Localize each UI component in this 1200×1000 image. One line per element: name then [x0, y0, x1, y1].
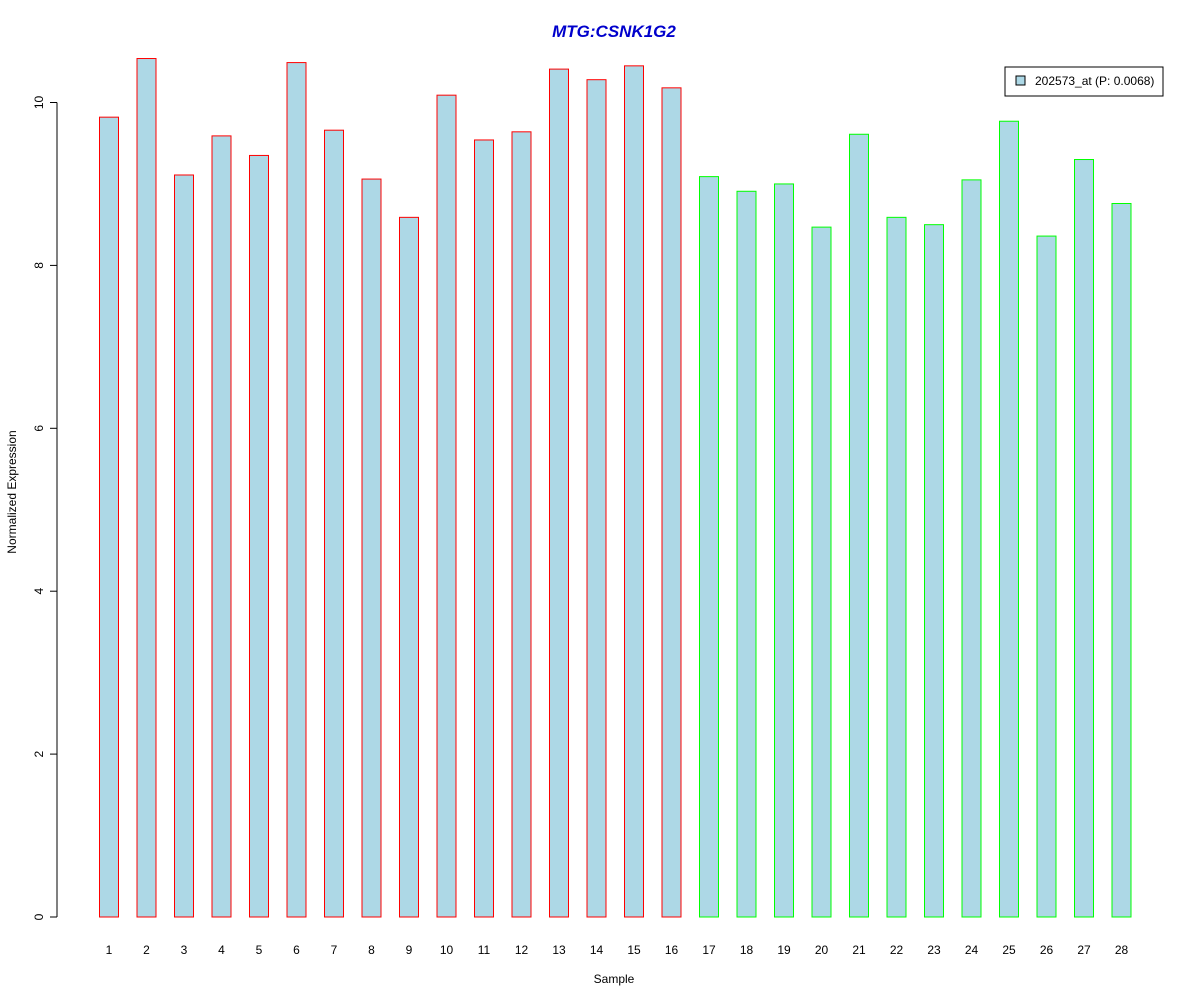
bar: [924, 224, 944, 918]
bar: [849, 133, 869, 918]
x-tick-label: 9: [406, 943, 413, 957]
x-tick-label: 18: [740, 943, 754, 957]
x-tick-label: 17: [702, 943, 716, 957]
x-tick-label: 5: [256, 943, 263, 957]
bar: [511, 131, 532, 918]
x-tick-label: 6: [293, 943, 300, 957]
y-axis: 0 2 4 6 8 10: [32, 96, 58, 920]
x-tick-label: 24: [965, 943, 979, 957]
chart-title: MTG:CSNK1G2: [552, 22, 676, 41]
x-axis-label: Sample: [594, 972, 635, 986]
bar: [774, 183, 794, 918]
x-tick-label: 22: [890, 943, 904, 957]
bar: [99, 116, 119, 918]
x-tick-label: 16: [665, 943, 679, 957]
bar: [886, 216, 907, 918]
legend-box: [1004, 66, 1164, 97]
bar: [961, 179, 982, 918]
x-tick-labels: 1 2 3 4 5 6 7 8 9 10 11 12 13 14 15 16 17 18 19 20 21 22 23 24 2…: [106, 943, 1129, 957]
bar: [436, 94, 457, 918]
y-tick-label: 2: [32, 750, 46, 757]
x-tick-label: 13: [552, 943, 566, 957]
bar: [286, 62, 307, 918]
x-tick-label: 3: [181, 943, 188, 957]
x-tick-label: 28: [1115, 943, 1129, 957]
bar: [399, 216, 419, 918]
x-tick-label: 15: [627, 943, 641, 957]
bar: [1111, 202, 1132, 918]
x-tick-label: 7: [331, 943, 338, 957]
x-tick-label: 8: [368, 943, 375, 957]
x-tick-label: 27: [1077, 943, 1091, 957]
y-axis-label: Normalized Expression: [5, 430, 19, 553]
y-tick-label: 6: [32, 425, 46, 432]
bar: [361, 178, 382, 918]
y-tick-label: 8: [32, 262, 46, 269]
bar: [174, 174, 194, 918]
bar: [999, 120, 1019, 918]
bar: [811, 226, 832, 918]
bar: [324, 129, 344, 918]
bars: [99, 58, 1132, 918]
bar: [736, 190, 757, 918]
bar: [136, 58, 157, 918]
x-tick-label: 25: [1002, 943, 1016, 957]
legend: 202573_at (P: 0.0068): [1004, 66, 1164, 97]
y-tick-label: 4: [32, 588, 46, 595]
x-tick-label: 26: [1040, 943, 1054, 957]
x-tick-label: 19: [777, 943, 791, 957]
x-tick-label: 14: [590, 943, 604, 957]
x-tick-label: 10: [440, 943, 454, 957]
bar: [699, 176, 719, 918]
x-tick-label: 23: [927, 943, 941, 957]
y-tick-label: 0: [32, 913, 46, 920]
bar: [249, 154, 269, 918]
bar: [624, 65, 644, 918]
bar: [1036, 235, 1057, 918]
bar: [549, 68, 569, 918]
x-tick-label: 21: [852, 943, 866, 957]
bar: [211, 135, 232, 918]
y-tick-label: 10: [32, 96, 46, 110]
legend-entry-label: 202573_at (P: 0.0068): [1035, 74, 1154, 88]
bar: [661, 87, 682, 918]
x-tick-label: 1: [106, 943, 113, 957]
x-tick-label: 12: [515, 943, 529, 957]
bar: [1074, 159, 1094, 918]
x-tick-label: 11: [478, 943, 491, 957]
legend-swatch: [1015, 75, 1026, 86]
bar: [586, 79, 607, 918]
bar: [474, 139, 494, 918]
x-tick-label: 4: [218, 943, 225, 957]
x-tick-label: 20: [815, 943, 829, 957]
x-tick-label: 2: [143, 943, 150, 957]
